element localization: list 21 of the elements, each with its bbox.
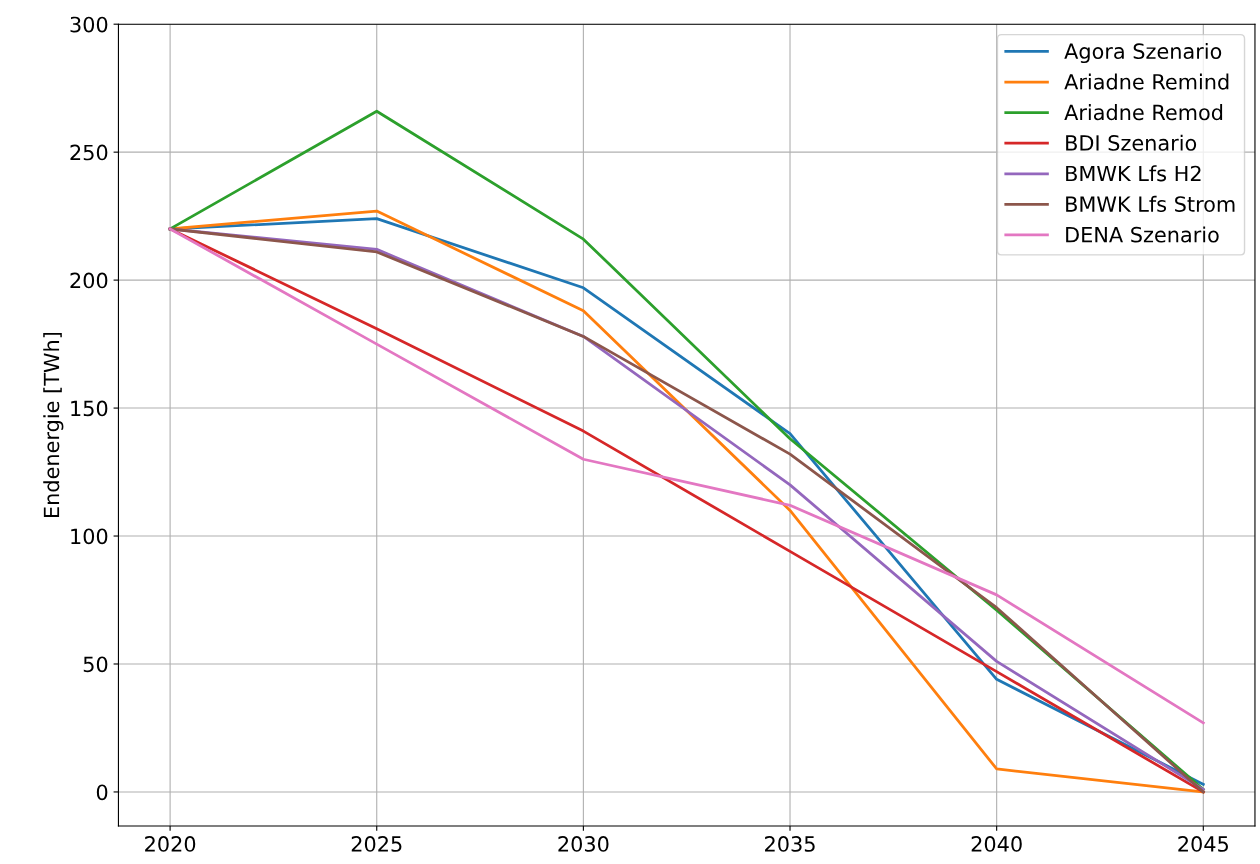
legend-label: Ariadne Remind (1064, 73, 1229, 90)
x-tick-label: 2045 (1178, 836, 1228, 852)
x-tick-label: 2040 (971, 836, 1022, 852)
x-tick-label: 2025 (351, 836, 402, 852)
legend-label: BMWK Lfs Strom (1066, 195, 1235, 212)
x-tick-label: 2030 (558, 836, 609, 852)
y-tick-label: 100 (71, 528, 108, 545)
legend-label: DENA Szenario (1066, 226, 1219, 243)
y-tick-label: 250 (70, 144, 108, 161)
y-axis-title: Endenergie [TWh] (43, 332, 64, 517)
y-tick-label: 0 (96, 784, 108, 801)
legend-label: BDI Szenario (1066, 134, 1197, 151)
x-tick-label: 2035 (765, 836, 815, 852)
y-tick-label: 150 (71, 400, 108, 417)
legend-label: Agora Szenario (1064, 42, 1222, 64)
legend-label: BMWK Lfs H2 (1066, 165, 1201, 182)
y-tick-label: 200 (70, 272, 108, 289)
x-tick-label: 2020 (145, 836, 196, 852)
y-tick-label: 50 (83, 656, 108, 673)
legend-label: Ariadne Remod (1064, 104, 1223, 121)
y-tick-label: 300 (70, 16, 108, 33)
